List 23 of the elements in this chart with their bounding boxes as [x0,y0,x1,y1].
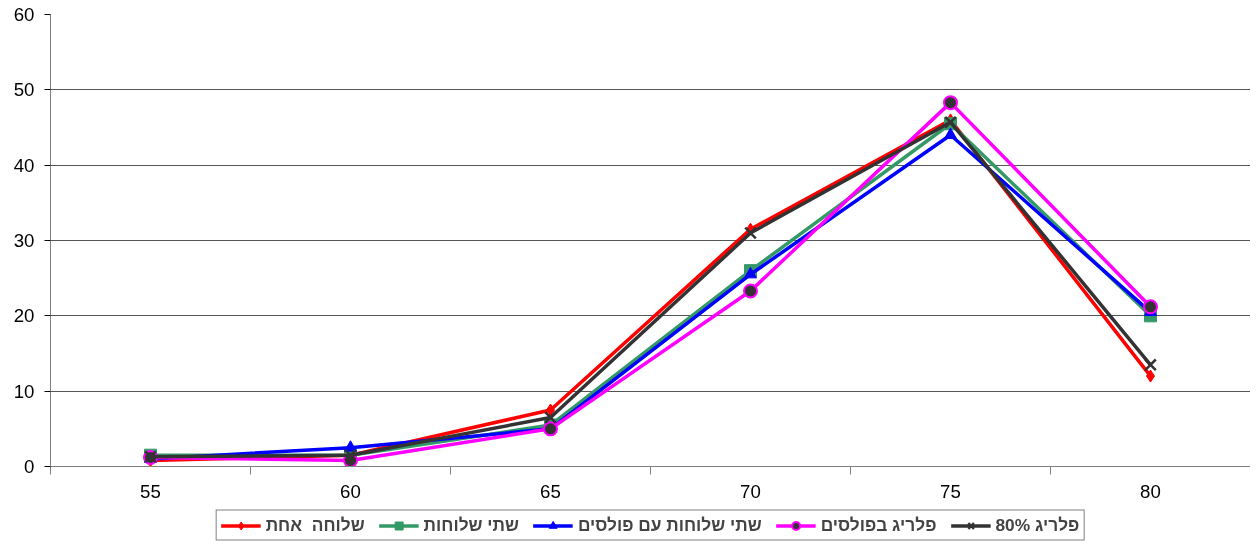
legend-label: שתי שלוחות [423,514,519,536]
legend-label: פלריג בפולסים [820,514,937,536]
point [1143,358,1158,372]
y-tick-label: 20 [13,305,35,327]
y-tick-label: 50 [13,79,35,101]
y-tick-label: 10 [13,380,35,402]
point [743,226,758,240]
x-tick-label: 55 [140,480,161,502]
legend-label: שתי שלוחות עם פולסים [577,514,762,536]
y-tick-label: 0 [24,456,35,477]
x-tick-label: 60 [340,480,361,502]
point [1143,299,1158,315]
x-tick-label: 75 [940,480,961,502]
y-tick-label: 30 [13,230,35,251]
x-tick-label: 65 [540,480,561,502]
x-tick-label: 80 [1140,480,1161,502]
point [743,283,758,299]
legend-label: שלוחה אחת [265,514,365,536]
legend-label: פלריג 80% [995,514,1080,536]
y-tick-label: 40 [13,154,35,176]
y-tick-label: 60 [13,4,35,25]
x-tick-label: 70 [740,480,761,502]
point [943,95,958,111]
